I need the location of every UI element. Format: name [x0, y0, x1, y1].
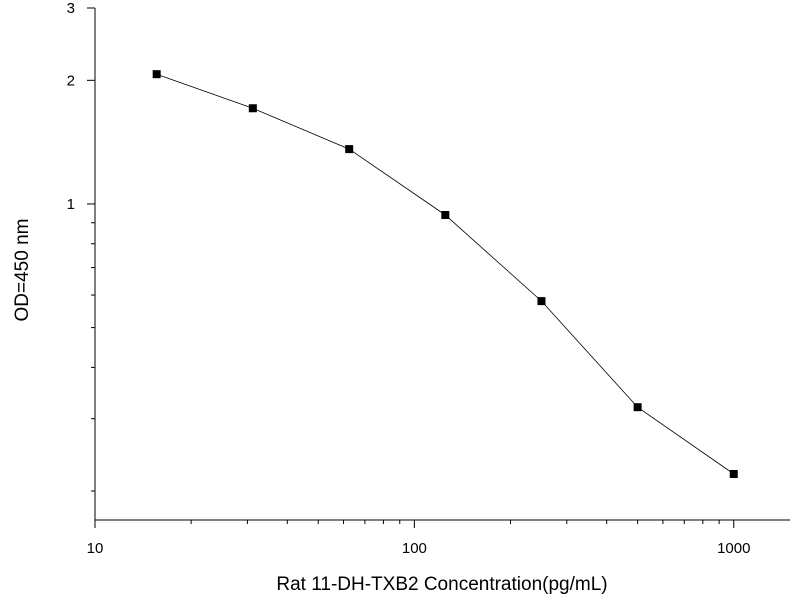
data-point-marker — [441, 210, 450, 219]
data-point-marker — [152, 70, 161, 79]
series-line — [156, 73, 735, 475]
x-tick-label: 100 — [402, 540, 427, 557]
data-point-marker — [537, 297, 546, 306]
x-tick-label: 1000 — [717, 540, 750, 557]
y-tick-label: 3 — [67, 0, 75, 17]
x-axis-title: Rat 11-DH-TXB2 Concentration(pg/mL) — [276, 574, 607, 595]
y-axis-title: OD=450 nm — [12, 219, 33, 322]
data-point-marker — [248, 104, 257, 113]
data-point-marker — [633, 403, 642, 412]
axes: 10 100 1000 1 2 3 — [67, 0, 790, 557]
data-point-marker — [345, 145, 354, 154]
y-tick-label: 2 — [67, 72, 75, 89]
series-layer — [152, 70, 738, 479]
data-point-marker — [729, 470, 738, 479]
x-tick-label: 10 — [87, 540, 104, 557]
y-tick-label: 1 — [67, 196, 75, 213]
